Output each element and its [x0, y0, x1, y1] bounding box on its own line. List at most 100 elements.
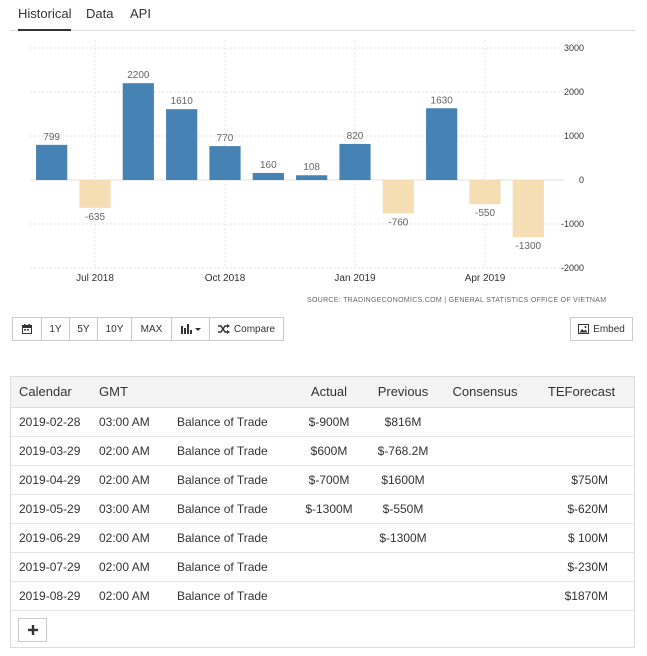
table-row: 2019-03-29 02:00 AM Balance of Trade $60…	[11, 436, 634, 466]
row-consensus	[441, 581, 529, 611]
bar-data-label: 799	[43, 132, 60, 143]
row-actual	[293, 581, 365, 611]
header-actual: Actual	[293, 377, 365, 408]
bar	[382, 180, 414, 214]
tab-bar: Historical Data API	[10, 0, 635, 31]
calendar-button[interactable]	[12, 317, 42, 341]
row-event-link[interactable]: Balance of Trade	[177, 552, 293, 582]
embed-button[interactable]: Embed	[570, 317, 633, 341]
row-event-link[interactable]: Balance of Trade	[177, 407, 293, 437]
bar-data-label: 108	[303, 162, 320, 173]
image-icon	[578, 324, 590, 334]
header-calendar: Calendar	[11, 377, 99, 408]
bar	[469, 180, 501, 205]
x-tick-label: Oct 2018	[205, 273, 246, 284]
row-actual: $-1300M	[293, 494, 365, 524]
chart-toolbar: 1Y 5Y 10Y MAX Compare	[12, 317, 284, 341]
bar	[426, 108, 458, 180]
bar-chart-icon	[180, 324, 201, 334]
range-5y-button[interactable]: 5Y	[70, 317, 98, 341]
tab-data[interactable]: Data	[86, 6, 114, 21]
row-consensus	[441, 523, 529, 553]
row-consensus	[441, 552, 529, 582]
bar-data-label: 1630	[431, 95, 454, 106]
header-teforecast: TEForecast	[529, 377, 634, 408]
chart-type-dropdown[interactable]	[172, 317, 210, 341]
y-tick-label: 3000	[564, 43, 584, 53]
bar	[512, 180, 544, 238]
add-event-button[interactable]	[18, 618, 47, 642]
row-teforecast	[529, 407, 634, 437]
x-tick-label: Apr 2019	[465, 273, 506, 284]
bar-data-label: 770	[217, 133, 234, 144]
header-consensus: Consensus	[441, 377, 529, 408]
table-header-row: Calendar GMT Actual Previous Consensus T…	[11, 377, 634, 408]
row-event-link[interactable]: Balance of Trade	[177, 581, 293, 611]
x-tick-label: Jul 2018	[76, 273, 114, 284]
table-row: 2019-08-29 02:00 AM Balance of Trade $18…	[11, 581, 634, 611]
tab-api[interactable]: API	[130, 6, 151, 21]
bar	[122, 83, 154, 180]
row-consensus	[441, 407, 529, 437]
bar-data-label: 2200	[127, 70, 150, 81]
row-teforecast: $ 100M	[529, 523, 634, 553]
caret-down-icon	[194, 328, 201, 331]
row-actual: $-700M	[293, 465, 365, 495]
x-tick-label: Jan 2019	[334, 273, 376, 284]
row-date: 2019-02-28	[11, 407, 99, 437]
y-tick-label: -1000	[561, 219, 584, 229]
calendar-table-panel: Calendar GMT Actual Previous Consensus T…	[10, 376, 635, 648]
table-row: 2019-07-29 02:00 AM Balance of Trade $-2…	[11, 552, 634, 582]
row-time: 02:00 AM	[99, 552, 177, 582]
row-event-link[interactable]: Balance of Trade	[177, 436, 293, 466]
bar-data-label: 160	[260, 160, 277, 171]
row-event-link[interactable]: Balance of Trade	[177, 465, 293, 495]
row-previous: $-550M	[365, 494, 441, 524]
row-time: 03:00 AM	[99, 494, 177, 524]
header-previous: Previous	[365, 377, 441, 408]
row-teforecast: $-230M	[529, 552, 634, 582]
bar	[209, 146, 241, 180]
row-time: 03:00 AM	[99, 407, 177, 437]
row-actual: $600M	[293, 436, 365, 466]
row-actual: $-900M	[293, 407, 365, 437]
row-date: 2019-05-29	[11, 494, 99, 524]
range-1y-button[interactable]: 1Y	[42, 317, 70, 341]
row-previous	[365, 581, 441, 611]
y-tick-label: -2000	[561, 263, 584, 273]
embed-label: Embed	[593, 323, 625, 335]
balance-of-trade-chart: 3000 2000 1000 0 -1000 -2000 Jul 2018 Oct 2018 J…	[30, 40, 584, 284]
row-consensus	[441, 494, 529, 524]
chart-source: SOURCE: TRADINGECONOMICS.COM | GENERAL S…	[307, 297, 607, 304]
table-row: 2019-02-28 03:00 AM Balance of Trade $-9…	[11, 407, 634, 437]
row-actual	[293, 552, 365, 582]
row-previous: $-1300M	[365, 523, 441, 553]
bar	[36, 144, 68, 180]
bar	[339, 143, 371, 180]
row-event-link[interactable]: Balance of Trade	[177, 494, 293, 524]
row-teforecast: $750M	[529, 465, 634, 495]
row-event-link[interactable]: Balance of Trade	[177, 523, 293, 553]
bar	[252, 172, 284, 180]
compare-label: Compare	[233, 323, 276, 335]
row-teforecast: $-620M	[529, 494, 634, 524]
tab-historical[interactable]: Historical	[18, 6, 72, 31]
bar-data-label: 820	[347, 131, 364, 142]
table-row: 2019-06-29 02:00 AM Balance of Trade $-1…	[11, 523, 634, 553]
bar	[79, 180, 111, 208]
row-date: 2019-06-29	[11, 523, 99, 553]
row-consensus	[441, 465, 529, 495]
y-tick-label: 0	[579, 175, 584, 185]
bar-data-label: -550	[475, 208, 495, 219]
row-teforecast	[529, 436, 634, 466]
calendar-table: Calendar GMT Actual Previous Consensus T…	[11, 377, 634, 611]
row-time: 02:00 AM	[99, 436, 177, 466]
header-gmt: GMT	[99, 377, 177, 408]
compare-button[interactable]: Compare	[210, 317, 284, 341]
row-teforecast: $1870M	[529, 581, 634, 611]
row-actual	[293, 523, 365, 553]
range-10y-button[interactable]: 10Y	[98, 317, 132, 341]
y-tick-label: 2000	[564, 87, 584, 97]
range-max-button[interactable]: MAX	[132, 317, 172, 341]
shuffle-icon	[217, 324, 230, 334]
